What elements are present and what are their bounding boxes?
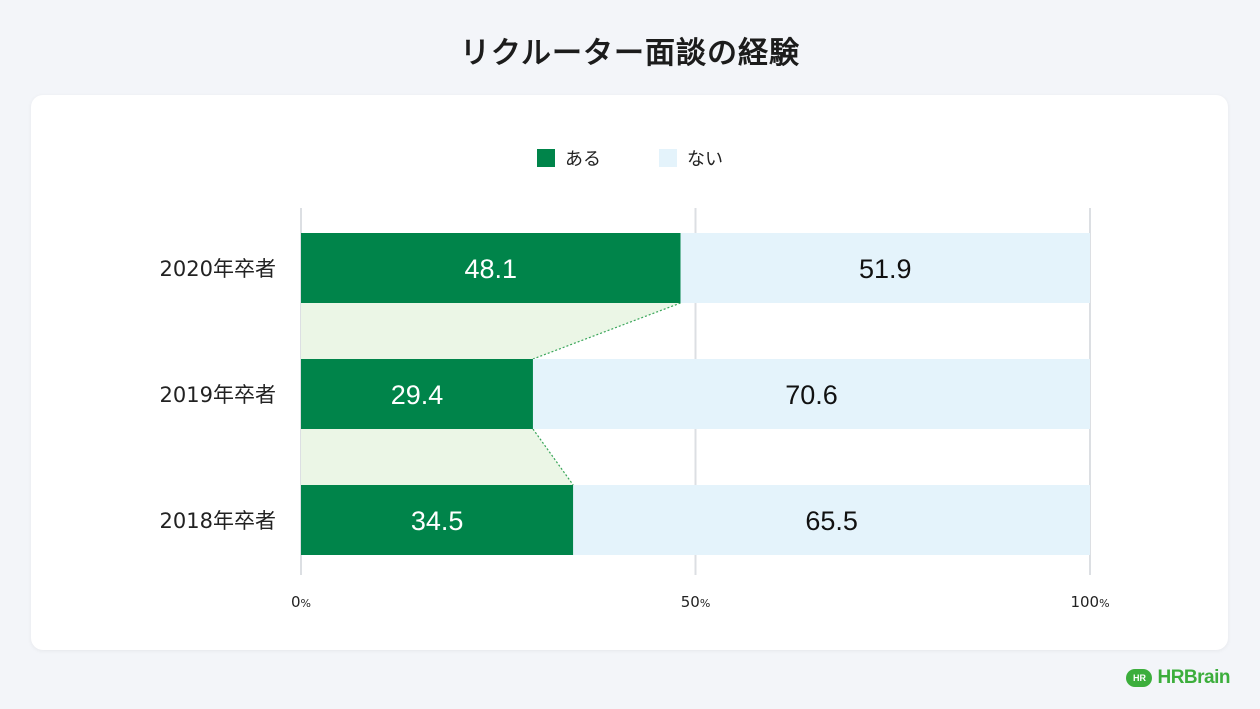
tick-label: 0%	[291, 593, 311, 611]
legend-label: ない	[687, 149, 723, 170]
tick-label: 100%	[1070, 593, 1109, 611]
connector-area	[301, 429, 574, 485]
category-label: 2020年卒者	[160, 257, 276, 281]
data-label: 48.1	[464, 254, 517, 284]
data-label: 29.4	[391, 380, 444, 410]
bar-nai	[532, 359, 1090, 429]
category-label: 2018年卒者	[160, 509, 276, 533]
bar-aru	[301, 359, 533, 429]
chart-title: リクルーター面談の経験	[459, 36, 801, 71]
data-label: 51.9	[859, 254, 912, 284]
hrbrain-logo: HR HRBrain	[1126, 667, 1230, 689]
bar-nai	[573, 485, 1090, 555]
category-label: 2019年卒者	[160, 383, 276, 407]
stacked-bar-chart: 48.1 51.9 2020年卒者 29.4 70.6 2019年卒者 34.5 65.5 20…	[160, 149, 1110, 611]
legend-swatch-aru	[537, 149, 555, 167]
logo-badge: HR	[1126, 669, 1153, 687]
connector-area	[301, 303, 681, 359]
legend-swatch-nai	[659, 149, 677, 167]
data-label: 70.6	[785, 380, 838, 410]
logo-text: HRBrain	[1157, 667, 1230, 688]
bar-nai	[680, 233, 1090, 303]
legend-label: ある	[565, 149, 601, 170]
bar-aru	[301, 485, 574, 555]
connector-line	[532, 428, 574, 486]
bar-aru	[301, 233, 681, 303]
data-label: 65.5	[805, 506, 858, 536]
data-label: 34.5	[411, 506, 464, 536]
tick-label: 50%	[681, 593, 711, 611]
chart-card: 48.1 51.9 2020年卒者 29.4 70.6 2019年卒者 34.5 65.5 20…	[31, 95, 1228, 650]
